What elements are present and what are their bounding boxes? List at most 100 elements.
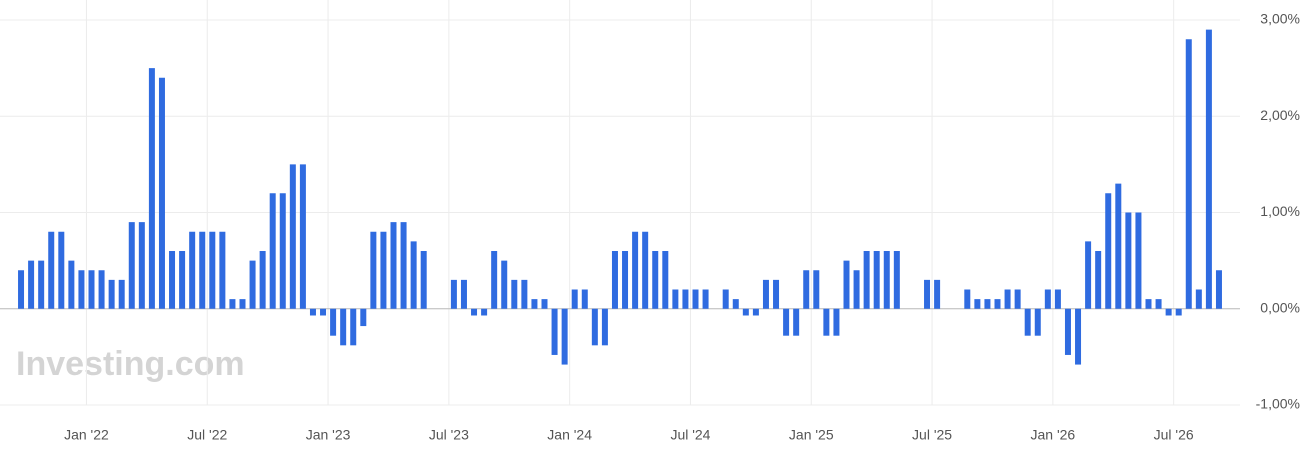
bar bbox=[1014, 289, 1021, 309]
bar bbox=[330, 308, 337, 336]
bar bbox=[571, 289, 578, 309]
bar bbox=[88, 270, 95, 309]
bar bbox=[682, 289, 689, 309]
bar bbox=[370, 231, 377, 309]
bar bbox=[501, 260, 508, 309]
bar bbox=[511, 279, 518, 309]
bar bbox=[833, 308, 840, 336]
bar bbox=[1095, 251, 1102, 309]
bar bbox=[148, 68, 155, 309]
bar bbox=[994, 299, 1001, 309]
bar bbox=[108, 279, 115, 309]
bar bbox=[1215, 270, 1222, 309]
x-tick-label: Jan '23 bbox=[306, 427, 351, 443]
bar bbox=[521, 279, 528, 309]
bar bbox=[1205, 29, 1212, 309]
bar bbox=[98, 270, 105, 309]
bar bbox=[1105, 193, 1112, 309]
bar bbox=[1145, 299, 1152, 309]
bar bbox=[128, 222, 135, 309]
bar bbox=[1004, 289, 1011, 309]
bar bbox=[591, 308, 598, 346]
y-tick-label: 1,00% bbox=[1260, 203, 1300, 219]
bar bbox=[1135, 212, 1142, 309]
bar bbox=[1175, 308, 1182, 316]
bar bbox=[974, 299, 981, 309]
bar bbox=[632, 231, 639, 309]
bar bbox=[360, 308, 367, 327]
bar bbox=[1064, 308, 1071, 355]
bar bbox=[471, 308, 478, 316]
bar bbox=[320, 308, 327, 316]
bar bbox=[179, 251, 186, 309]
bar bbox=[773, 279, 780, 309]
bar bbox=[420, 251, 427, 309]
bar bbox=[1125, 212, 1132, 309]
bar bbox=[823, 308, 830, 336]
bar bbox=[984, 299, 991, 309]
bar bbox=[158, 77, 165, 309]
bar bbox=[259, 251, 266, 309]
y-tick-label: 2,00% bbox=[1260, 107, 1300, 123]
bar bbox=[380, 231, 387, 309]
bar bbox=[491, 251, 498, 309]
bar bbox=[924, 279, 931, 309]
bar bbox=[58, 231, 65, 309]
bar bbox=[481, 308, 488, 316]
bar bbox=[762, 279, 769, 309]
bar bbox=[400, 222, 407, 309]
bar bbox=[551, 308, 558, 355]
bar bbox=[863, 251, 870, 309]
bar bbox=[209, 231, 216, 309]
x-tick-label: Jan '25 bbox=[789, 427, 834, 443]
x-tick-label: Jul '23 bbox=[429, 427, 469, 443]
watermark: Investing.com bbox=[16, 345, 245, 383]
bar bbox=[531, 299, 538, 309]
bar bbox=[873, 251, 880, 309]
bar bbox=[662, 251, 669, 309]
bar bbox=[1034, 308, 1041, 336]
bar bbox=[350, 308, 357, 346]
bar bbox=[601, 308, 608, 346]
bar bbox=[189, 231, 196, 309]
bar bbox=[1075, 308, 1082, 365]
bar bbox=[893, 251, 900, 309]
bar bbox=[299, 164, 306, 309]
bar bbox=[219, 231, 226, 309]
bar bbox=[229, 299, 236, 309]
bar bbox=[169, 251, 176, 309]
bar bbox=[1054, 289, 1061, 309]
bar bbox=[38, 260, 45, 309]
x-tick-label: Jul '22 bbox=[187, 427, 227, 443]
bar bbox=[964, 289, 971, 309]
y-tick-label: 0,00% bbox=[1260, 299, 1300, 315]
bar bbox=[934, 279, 941, 309]
bar bbox=[68, 260, 75, 309]
bar bbox=[390, 222, 397, 309]
bar bbox=[722, 289, 729, 309]
bar bbox=[581, 289, 588, 309]
x-tick-label: Jul '24 bbox=[670, 427, 710, 443]
bar bbox=[309, 308, 316, 316]
bar bbox=[18, 270, 25, 309]
x-tick-label: Jan '22 bbox=[64, 427, 109, 443]
y-tick-label: 3,00% bbox=[1260, 11, 1300, 27]
bar bbox=[279, 193, 286, 309]
bar bbox=[138, 222, 145, 309]
x-tick-label: Jul '26 bbox=[1154, 427, 1194, 443]
bar bbox=[289, 164, 296, 309]
bar bbox=[1115, 183, 1122, 309]
bar bbox=[1165, 308, 1172, 316]
bar bbox=[752, 308, 759, 316]
bar bbox=[249, 260, 256, 309]
bar bbox=[742, 308, 749, 316]
bar bbox=[48, 231, 55, 309]
y-tick-label: -1,00% bbox=[1256, 396, 1300, 412]
bar bbox=[692, 289, 699, 309]
bar bbox=[813, 270, 820, 309]
bar bbox=[450, 279, 457, 309]
bar bbox=[672, 289, 679, 309]
bar bbox=[793, 308, 800, 336]
